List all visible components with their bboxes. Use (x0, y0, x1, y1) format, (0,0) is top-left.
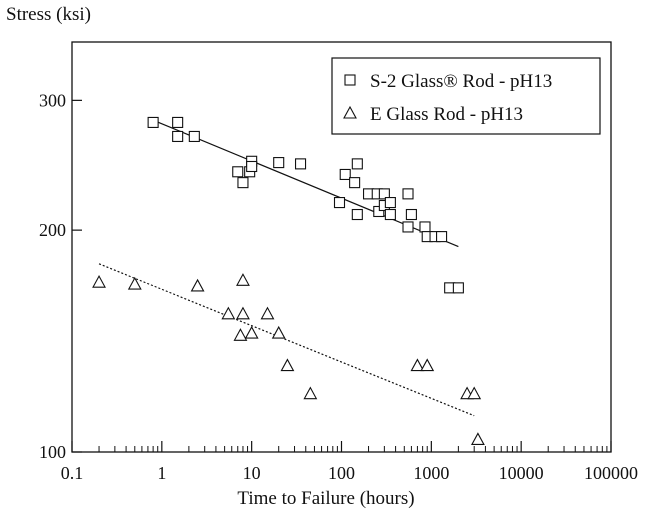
e-glass-point (303, 386, 318, 400)
s2-glass-point (405, 208, 417, 221)
e-glass-point (127, 276, 142, 290)
e-glass-point (236, 273, 250, 286)
e-glass-point (420, 358, 435, 372)
s2-glass-point (373, 205, 385, 218)
s2-glass-point (384, 197, 396, 209)
s2-glass-point (339, 168, 351, 181)
y-tick-label: 300 (39, 90, 66, 110)
e-glass-point (280, 358, 295, 372)
x-tick-label: 100000 (584, 463, 638, 483)
s2-glass-point (273, 157, 285, 169)
e-glass-point (244, 325, 259, 339)
x-tick-label: 100 (328, 463, 355, 483)
legend-triangle-icon (343, 105, 357, 119)
s2-glass-point (172, 130, 184, 143)
s2-glass-point (349, 177, 361, 189)
e-glass-point (233, 328, 248, 341)
y-tick-label: 100 (39, 442, 66, 462)
e-glass-point (236, 306, 250, 320)
e-glass-trend-line (98, 263, 475, 417)
s2-glass-point (232, 166, 244, 178)
legend-box (331, 57, 601, 135)
e-glass-point (92, 275, 106, 288)
x-tick-label: 10 (243, 463, 261, 483)
s2-glass-point (419, 221, 431, 233)
s2-glass-point (351, 158, 363, 170)
legend-entry-label: S-2 Glass® Rod - pH13 (370, 71, 552, 92)
y-tick-label: 200 (39, 220, 66, 240)
s2-glass-point (452, 282, 464, 294)
s2-glass-point (246, 160, 258, 173)
e-glass-point (470, 432, 485, 445)
e-glass-point (190, 278, 205, 292)
s2-glass-point (172, 116, 184, 128)
s2-glass-point (378, 188, 390, 200)
s2-glass-point (188, 130, 200, 143)
s2-glass-point (237, 177, 249, 189)
e-glass-point (260, 306, 275, 320)
s2-glass-point (147, 116, 159, 128)
s2-glass-point (402, 221, 414, 233)
e-glass-point (410, 358, 425, 372)
x-tick-label: 1000 (413, 463, 449, 483)
x-tick-label: 10000 (499, 463, 544, 483)
e-glass-point (221, 306, 236, 320)
x-tick-label: 1 (157, 463, 166, 483)
s2-glass-point (351, 208, 363, 221)
x-axis-title: Time to Failure (hours) (237, 488, 415, 509)
x-tick-label: 0.1 (61, 463, 84, 483)
s2-glass-point (294, 158, 307, 170)
e-glass-point (467, 386, 482, 400)
s2-glass-point (384, 208, 396, 221)
e-glass-point (271, 325, 286, 339)
y-axis-title: Stress (ksi) (6, 4, 91, 25)
s2-glass-point (402, 188, 414, 200)
legend-entry-label: E Glass Rod - pH13 (370, 104, 523, 125)
legend-square-icon (344, 74, 356, 86)
s2-glass-point (333, 197, 346, 209)
s2-glass-point (436, 231, 448, 243)
